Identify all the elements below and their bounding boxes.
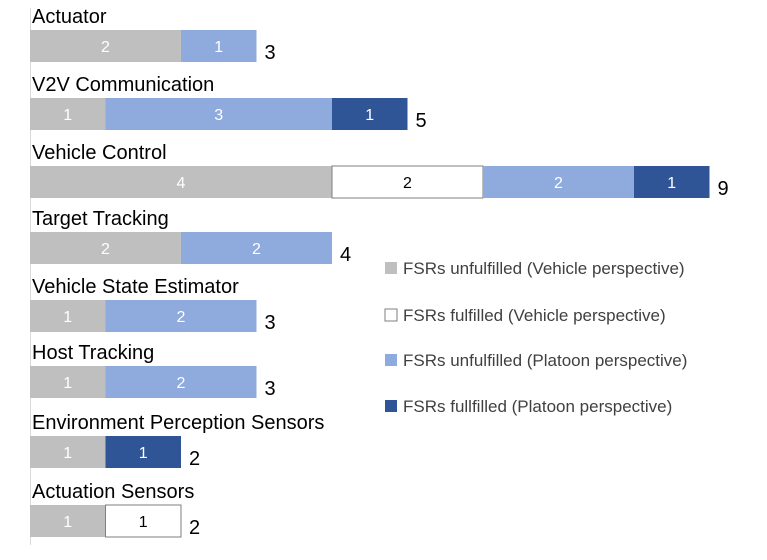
segment-value-label: 1 (139, 445, 148, 462)
total-value-label: 3 (265, 378, 276, 400)
segment-value-label: 1 (63, 445, 72, 462)
segment-value-label: 2 (177, 309, 186, 326)
segment-value-label: 1 (63, 309, 72, 326)
segment-value-label: 1 (365, 107, 374, 124)
total-value-label: 2 (189, 448, 200, 470)
legend-swatch (385, 354, 397, 366)
category-label: Actuator (32, 6, 107, 28)
segment-value-label: 2 (101, 39, 110, 56)
total-value-label: 3 (265, 312, 276, 334)
category-label: Vehicle State Estimator (32, 276, 239, 298)
bar-segment (30, 166, 332, 198)
total-value-label: 9 (718, 178, 729, 200)
bar-segment (30, 436, 106, 468)
segment-value-label: 2 (554, 175, 563, 192)
segment-value-label: 4 (177, 175, 186, 192)
category-label: Environment Perception Sensors (32, 412, 324, 434)
segment-value-label: 3 (214, 107, 223, 124)
segment-value-label: 2 (403, 175, 412, 192)
total-value-label: 3 (265, 42, 276, 64)
category-label: Actuation Sensors (32, 481, 194, 503)
legend: FSRs unfulfilled (Vehicle perspective) FS… (384, 259, 687, 416)
legend-label: FSRs fulfilled (Vehicle perspective) (403, 306, 666, 325)
bar-segment (30, 98, 106, 130)
bar-segment (30, 300, 106, 332)
segment-value-label: 2 (252, 241, 261, 258)
category-label: Vehicle Control (32, 142, 167, 164)
bar-segment (181, 232, 332, 264)
segment-value-label: 2 (177, 375, 186, 392)
bar-segment (181, 30, 257, 62)
segment-value-label: 2 (101, 241, 110, 258)
total-value-label: 4 (340, 244, 351, 266)
segment-value-label: 1 (63, 514, 72, 531)
category-label: V2V Communication (32, 74, 214, 96)
bar-segment (105, 98, 332, 130)
total-value-label: 2 (189, 517, 200, 539)
legend-label: FSRs unfulfilled (Platoon perspective) (403, 351, 687, 370)
total-value-label: 5 (416, 110, 427, 132)
legend-label: FSRs fullfilled (Platoon perspective) (403, 397, 672, 416)
segment-value-label: 1 (63, 375, 72, 392)
segment-value-label: 1 (63, 107, 72, 124)
segment-value-label: 1 (139, 514, 148, 531)
bar-segment (30, 30, 181, 62)
bar-segment (105, 504, 182, 538)
bar-segment (30, 505, 106, 537)
legend-label: FSRs unfulfilled (Vehicle perspective) (403, 259, 685, 278)
segment-value-label: 1 (667, 175, 676, 192)
legend-swatch (385, 400, 397, 412)
bar-segment (30, 366, 106, 398)
category-label: Target Tracking (32, 208, 169, 230)
bar-segment (332, 98, 408, 130)
bar-segment (483, 166, 634, 198)
bar-segment (634, 166, 710, 198)
category-label: Host Tracking (32, 342, 154, 364)
bar-segment (105, 300, 257, 332)
legend-swatch (384, 308, 398, 322)
bar-segment (105, 436, 181, 468)
segment-value-label: 1 (214, 39, 223, 56)
legend-swatch (385, 262, 397, 274)
bar-segment (30, 232, 181, 264)
bar-segment (105, 366, 257, 398)
